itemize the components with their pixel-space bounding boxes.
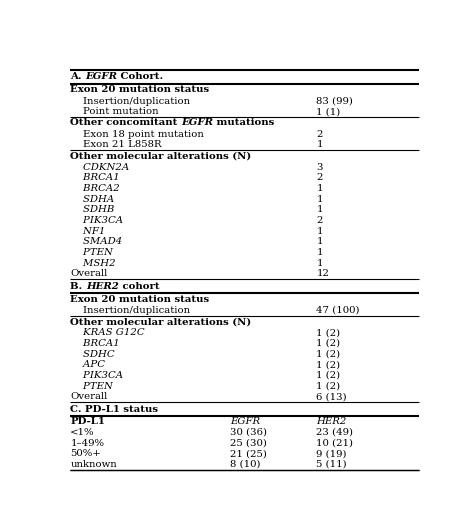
Text: 2: 2 [316,216,323,225]
Text: 1: 1 [316,259,323,268]
Text: 12: 12 [316,269,329,278]
Text: SDHB: SDHB [70,205,115,214]
Text: PIK3CA: PIK3CA [70,216,123,225]
Text: Overall: Overall [70,392,108,401]
Text: 30 (36): 30 (36) [230,428,267,437]
Text: Overall: Overall [70,269,108,278]
Text: SDHA: SDHA [70,195,115,204]
Text: 1 (1): 1 (1) [316,107,341,116]
Text: NF1: NF1 [70,227,106,235]
Text: Other molecular alterations (N): Other molecular alterations (N) [70,152,252,161]
Text: PD-L1: PD-L1 [70,417,105,426]
Text: 10 (21): 10 (21) [316,438,354,447]
Text: 1–49%: 1–49% [70,438,104,447]
Text: KRAS G12C: KRAS G12C [70,328,145,337]
Text: 2: 2 [316,130,323,139]
Text: C. PD-L1 status: C. PD-L1 status [70,405,158,414]
Text: 1 (2): 1 (2) [316,371,340,380]
Text: EGFR: EGFR [85,73,117,82]
Text: EGFR: EGFR [181,119,213,128]
Text: Exon 20 mutation status: Exon 20 mutation status [70,295,210,304]
Text: 8 (10): 8 (10) [230,460,261,469]
Text: 23 (49): 23 (49) [316,428,354,437]
Text: Insertion/duplication: Insertion/duplication [70,96,191,105]
Text: Exon 18 point mutation: Exon 18 point mutation [70,130,204,139]
Text: BRCA1: BRCA1 [70,173,120,182]
Text: Other molecular alterations (N): Other molecular alterations (N) [70,317,252,326]
Text: 25 (30): 25 (30) [230,438,267,447]
Text: MSH2: MSH2 [70,259,116,268]
Text: 1: 1 [316,140,323,149]
Text: Insertion/duplication: Insertion/duplication [70,306,191,315]
Text: PIK3CA: PIK3CA [70,371,123,380]
Text: 1: 1 [316,237,323,246]
Text: Point mutation: Point mutation [70,107,159,116]
Text: Exon 21 L858R: Exon 21 L858R [70,140,162,149]
Text: 1: 1 [316,195,323,204]
Text: PTEN: PTEN [70,248,113,257]
Text: 5 (11): 5 (11) [316,460,347,469]
Text: 21 (25): 21 (25) [230,449,267,458]
Text: mutations: mutations [213,119,274,128]
Text: APC: APC [70,360,105,369]
Text: unknown: unknown [70,460,117,469]
Text: 1 (2): 1 (2) [316,339,340,348]
Text: 6 (13): 6 (13) [316,392,347,401]
Text: BRCA2: BRCA2 [70,184,120,193]
Text: <1%: <1% [70,428,95,437]
Text: 9 (19): 9 (19) [316,449,347,458]
Text: SMAD4: SMAD4 [70,237,122,246]
Text: 2: 2 [316,173,323,182]
Text: 1: 1 [316,184,323,193]
Text: BRCA1: BRCA1 [70,339,120,348]
Text: 1 (2): 1 (2) [316,328,340,337]
Text: Exon 20 mutation status: Exon 20 mutation status [70,85,210,94]
Text: 1 (2): 1 (2) [316,350,340,359]
Text: 47 (100): 47 (100) [316,306,360,315]
Text: 1: 1 [316,227,323,235]
Text: 1 (2): 1 (2) [316,360,340,369]
Text: SDHC: SDHC [70,350,115,359]
Text: cohort: cohort [118,282,159,290]
Text: 50%+: 50%+ [70,449,101,458]
Text: Other concomitant: Other concomitant [70,119,181,128]
Text: PTEN: PTEN [70,382,113,391]
Text: HER2: HER2 [86,282,118,290]
Text: Cohort.: Cohort. [117,73,164,82]
Text: 1: 1 [316,248,323,257]
Text: 1: 1 [316,205,323,214]
Text: A.: A. [70,73,85,82]
Text: EGFR: EGFR [230,417,260,426]
Text: CDKN2A: CDKN2A [70,163,129,172]
Text: 1 (2): 1 (2) [316,382,340,391]
Text: B.: B. [70,282,86,290]
Text: HER2: HER2 [316,417,347,426]
Text: 3: 3 [316,163,323,172]
Text: 83 (99): 83 (99) [316,96,353,105]
